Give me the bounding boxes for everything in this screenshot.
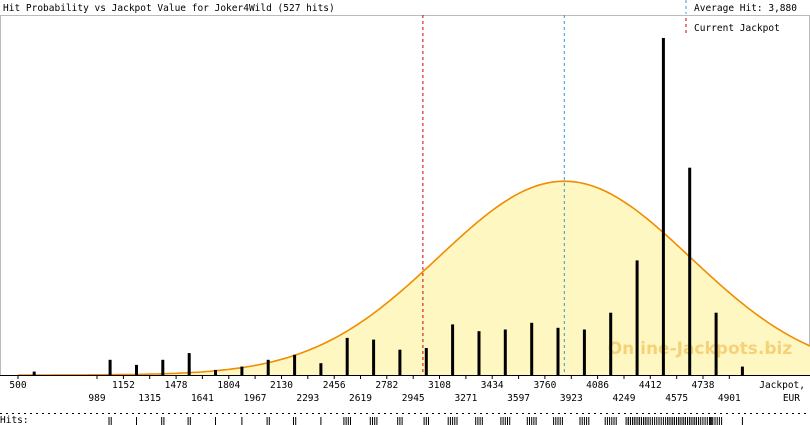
hit-bar [108,359,112,375]
x-tick-label-upper: 3760 [533,380,556,391]
hit-bar [214,369,217,375]
x-tick-label-lower: 4249 [613,393,636,404]
hit-bar [293,354,297,375]
x-tick-label-upper: 1478 [165,380,188,391]
hits-strip [0,413,810,425]
hit-bar [161,359,165,375]
x-tick-label-upper: 4086 [586,380,609,391]
hit-bar [398,349,402,375]
x-tick-label-lower: 2619 [349,393,372,404]
x-tick-label-lower: 989 [88,393,105,404]
hit-bar [424,348,428,375]
x-tick-label-lower: 1315 [138,393,161,404]
hit-bar [240,366,244,375]
x-tick-label-upper: 1804 [217,380,240,391]
hit-bar [609,312,613,375]
x-tick-label-lower: 2293 [296,393,319,404]
hit-bar [345,337,349,375]
hit-bar [582,329,586,375]
x-tick-label-lower: 1641 [191,393,214,404]
hit-bar [740,366,744,375]
x-tick-label-lower: 3923 [560,393,583,404]
x-tick-label-lower: 2945 [402,393,425,404]
hit-bar [477,331,481,375]
x-tick-label-lower: 3597 [507,393,530,404]
x-tick-label-upper: 4738 [692,380,715,391]
reference-lines [422,15,565,375]
x-tick-label-upper: 4412 [639,380,662,391]
hits-label: Hits: [0,415,29,425]
hit-bar [187,353,191,375]
hit-bar [635,260,639,375]
chart-title: Hit Probability vs Jackpot Value for Jok… [3,3,335,14]
hit-bar [530,322,534,375]
x-tick-label-upper: 3108 [428,380,451,391]
x-axis-label-line1: Jackpot, [759,380,805,391]
x-tick-label-upper: 2456 [323,380,346,391]
hit-bar [503,329,507,375]
watermark: Online-Jackpots.biz [608,339,793,359]
current-jackpot-label: Current Jackpot [694,23,780,34]
hit-bar [688,167,692,375]
average-hit-label: Average Hit: 3,880 [694,3,797,14]
x-tick-label-lower: 1967 [244,393,267,404]
x-tick-label-upper: 2782 [375,380,398,391]
hit-bar [714,312,718,375]
x-tick-label-lower: 4575 [665,393,688,404]
x-tick-label-lower: 3271 [454,393,477,404]
x-tick-label-upper: 1152 [112,380,135,391]
x-tick-label-upper: 500 [9,380,26,391]
hit-bar [319,363,323,375]
hit-bar [451,324,455,375]
hit-bar [661,38,665,375]
hit-bar [135,364,138,375]
hit-bar [32,371,36,375]
hit-bar [556,327,560,375]
hit-bars [32,38,744,375]
hit-bar [372,339,376,375]
x-axis-ticks: 500 1152 1478 1804 2130 2456 2782 3108 3434 3760 4… [9,375,741,404]
x-tick-label-upper: 2130 [270,380,293,391]
probability-curve [18,180,810,376]
x-tick-label-upper: 3434 [481,380,504,391]
hit-bar [266,359,270,375]
x-tick-label-lower: 4901 [718,393,741,404]
x-axis-label-line2: EUR [783,393,800,404]
